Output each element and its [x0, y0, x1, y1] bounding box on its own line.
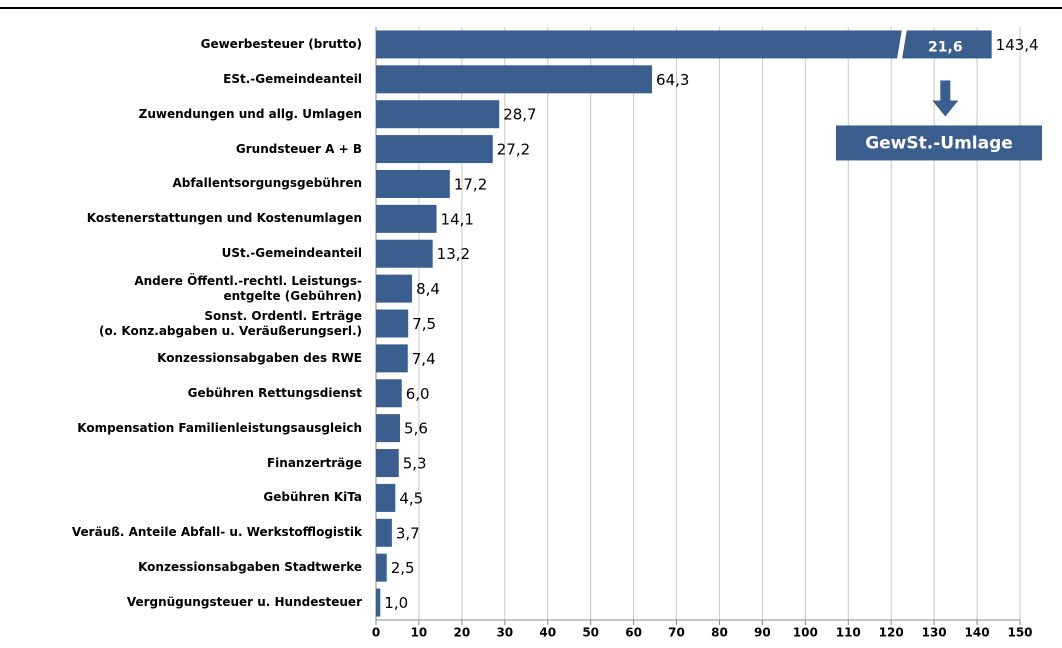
value-label: 6,0 [406, 385, 430, 403]
bar [376, 483, 396, 512]
bar-break [896, 29, 907, 60]
segment-label: 21,6 [928, 39, 963, 55]
annotation-box [836, 125, 1042, 161]
category-label: Gebühren Rettungsdienst [187, 385, 362, 400]
x-tick-label: 0 [372, 626, 380, 640]
category-label: Konzessionsabgaben des RWE [157, 350, 362, 365]
category-label: Sonst. Ordentl. Erträge (o. Konz.abgaben… [98, 308, 362, 338]
value-label: 5,3 [403, 455, 427, 473]
value-label: 14,1 [441, 210, 474, 228]
x-tick-label: 150 [1007, 626, 1032, 640]
category-label: Finanzerträge [266, 455, 362, 470]
x-tick-label: 80 [711, 626, 728, 640]
x-tick-label: 40 [539, 626, 556, 640]
category-label: ESt.-Gemeindeanteil [223, 71, 362, 86]
x-tick-label: 20 [454, 626, 471, 640]
value-label: 5,6 [404, 420, 428, 438]
x-tick-label: 140 [965, 626, 990, 640]
category-label: Konzessionsabgaben Stadtwerke [138, 560, 362, 575]
x-tick-label: 30 [496, 626, 513, 640]
bar [376, 100, 500, 129]
value-label: 17,2 [454, 175, 487, 193]
category-label: Andere Öffentl.-rechtl. Leistungs- entge… [134, 273, 362, 303]
bar [376, 239, 433, 268]
value-label: 7,5 [412, 315, 436, 333]
value-label: 27,2 [497, 141, 530, 159]
x-tick-label: 120 [879, 626, 904, 640]
x-tick-label: 130 [922, 626, 947, 640]
bar [376, 169, 450, 198]
annotation-label: GewSt.-Umlage [865, 133, 1013, 153]
value-label: 64,3 [656, 71, 689, 89]
bar [376, 344, 408, 373]
value-label: 1,0 [384, 594, 408, 612]
bar [376, 204, 437, 233]
category-label: Vergnügungsteuer u. Hundesteuer [126, 595, 362, 610]
arrow-shaft [940, 80, 951, 103]
bar [376, 414, 401, 443]
value-label: 7,4 [412, 350, 436, 368]
value-label: 8,4 [416, 280, 440, 298]
category-label: USt.-Gemeindeanteil [221, 246, 362, 261]
bar [376, 65, 653, 94]
value-label: 3,7 [396, 524, 420, 542]
x-tick-label: 70 [668, 626, 685, 640]
value-label: 143,4 [996, 36, 1039, 54]
value-label: 2,5 [391, 559, 415, 577]
category-label: Gebühren KiTa [263, 490, 362, 505]
bar [376, 518, 392, 547]
value-label: 13,2 [437, 245, 470, 263]
category-label: Gewerbesteuer (brutto) [200, 36, 362, 51]
category-label: Kostenerstattungen und Kostenumlagen [86, 211, 362, 226]
bar [376, 30, 992, 59]
bar [376, 135, 493, 164]
x-tick-label: 10 [411, 626, 428, 640]
value-label: 4,5 [399, 489, 423, 507]
x-tick-label: 60 [625, 626, 642, 640]
bar [376, 274, 413, 303]
bar [376, 553, 387, 582]
bar [376, 449, 399, 478]
x-tick-label: 100 [793, 626, 818, 640]
category-label: Abfallentsorgungsgebühren [172, 176, 362, 191]
bar [376, 588, 381, 617]
x-tick-label: 90 [754, 626, 771, 640]
category-label: Kompensation Familienleistungsausgleich [77, 420, 362, 435]
x-tick-label: 50 [582, 626, 599, 640]
x-tick-label: 110 [836, 626, 861, 640]
bar [376, 309, 409, 338]
category-label: Zuwendungen und allg. Umlagen [138, 106, 362, 121]
value-label: 28,7 [503, 106, 536, 124]
bar [376, 379, 402, 408]
category-label: Grundsteuer A + B [235, 141, 362, 156]
category-label: Veräuß. Anteile Abfall- u. Werkstofflogi… [71, 525, 362, 540]
arrow-head [932, 100, 959, 117]
